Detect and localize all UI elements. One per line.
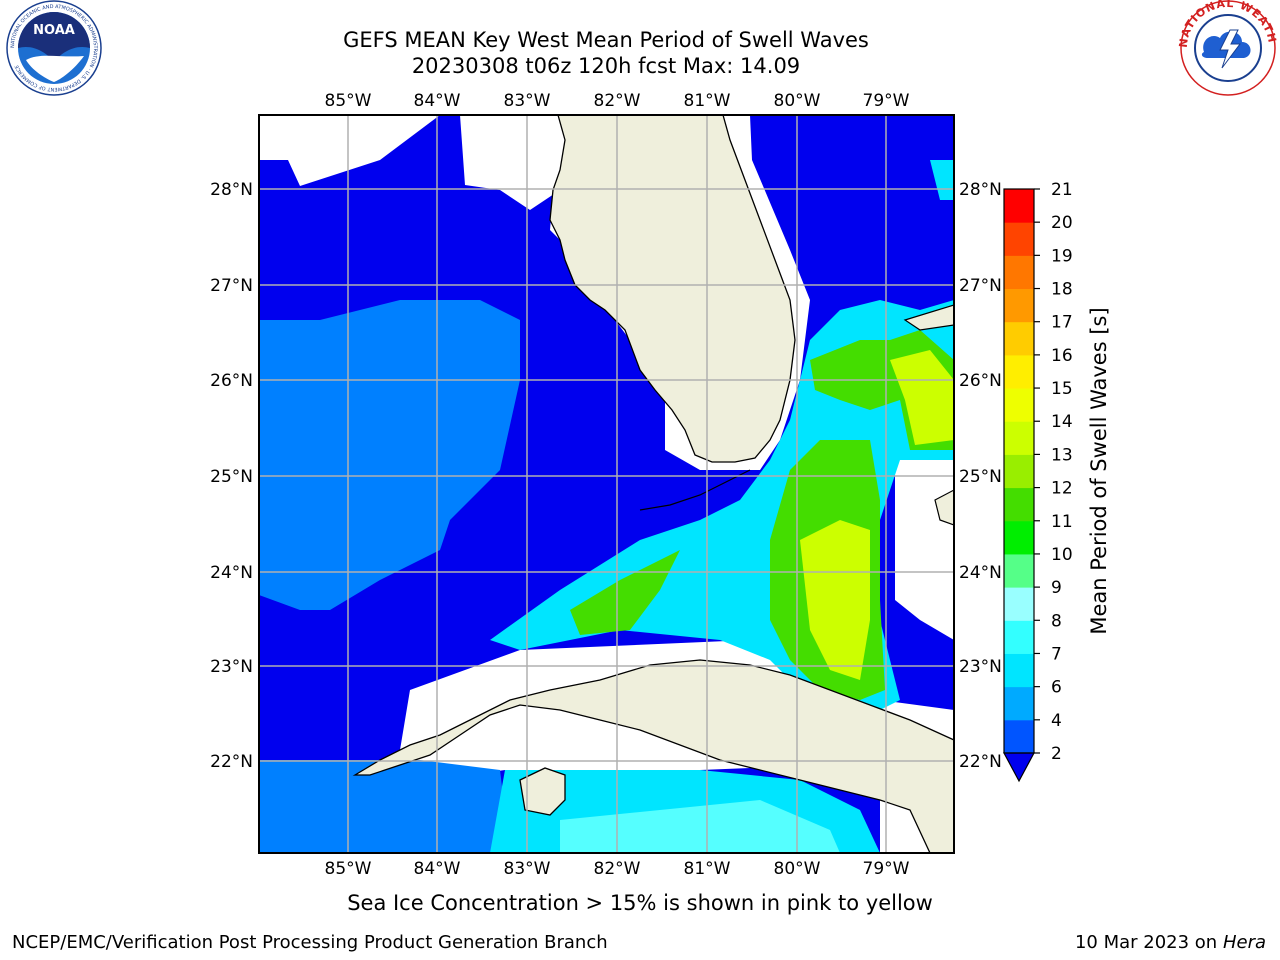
colorbar-segment: [1004, 587, 1034, 621]
land-grand-bahama: [903, 304, 954, 331]
colorbar-tick-label: 7: [1051, 644, 1062, 664]
credit-organization: NCEP/EMC/Verification Post Processing Pr…: [12, 932, 608, 953]
lat-label-left: 25°N: [210, 467, 253, 487]
colorbar-tick-label: 17: [1051, 313, 1073, 333]
noaa-logo-text: NOAA: [33, 23, 75, 38]
lat-label-right: 23°N: [959, 657, 1002, 677]
chart-subtitle: 20230308 t06z 120h fcst Max: 14.09: [411, 54, 801, 78]
lon-label-top: 85°W: [325, 91, 372, 111]
lat-label-right: 24°N: [959, 563, 1002, 583]
colorbar-segment: [1004, 487, 1034, 522]
colorbar-tick-label: 18: [1051, 280, 1073, 300]
colorbar-tick-label: 19: [1051, 246, 1073, 266]
colorbar-tick-label: 15: [1051, 379, 1073, 399]
map-grid: [259, 115, 954, 853]
no-data-region-n: [460, 115, 560, 210]
sea-ice-note: Sea Ice Concentration > 15% is shown in …: [347, 891, 933, 915]
swell-contour-6s-ne: [930, 160, 954, 200]
colorbar-tick-label: 9: [1051, 578, 1062, 598]
colorbar-tick-label: 16: [1051, 346, 1073, 366]
colorbar-tick-label: 21: [1051, 180, 1073, 200]
land-isla-juventud: [519, 767, 566, 816]
land-florida: [549, 115, 796, 463]
colorbar-tick-label: 20: [1051, 213, 1073, 233]
lon-label-top: 83°W: [504, 91, 551, 111]
lat-label-left: 26°N: [210, 371, 253, 391]
colorbar-title: Mean Period of Swell Waves [s]: [1087, 307, 1111, 634]
colorbar-tick-label: 2: [1051, 744, 1062, 764]
colorbar-segment: [1004, 553, 1034, 588]
swell-contour-7s-south: [560, 800, 840, 853]
lon-label-bottom: 84°W: [414, 859, 461, 879]
lat-label-left: 24°N: [210, 563, 253, 583]
colorbar-segment: [1004, 255, 1034, 290]
colorbar-segment: [1004, 719, 1034, 754]
noaa-logo-icon: NOAA NATIONAL OCEANIC AND ATMOSPHERIC AD…: [6, 0, 102, 96]
colorbar-segment: [1004, 620, 1034, 654]
colorbar-segment: [1004, 653, 1034, 688]
swell-contour-13s: [800, 520, 870, 680]
colorbar-tick-label: 11: [1051, 512, 1073, 532]
lon-label-top: 80°W: [774, 91, 821, 111]
chart-title: GEFS MEAN Key West Mean Period of Swell …: [343, 28, 869, 52]
colorbar-segment: [1004, 686, 1034, 721]
lon-label-top: 84°W: [414, 91, 461, 111]
no-data-region-nw: [259, 115, 440, 186]
colorbar-tick-label: 13: [1051, 445, 1073, 465]
nws-logo-text: NATIONAL WEATHER SERVICE: [0, 0, 1278, 48]
colorbar-segment: [1004, 321, 1034, 356]
svg-text:NATIONAL WEATHER SERVICE: NATIONAL WEATHER SERVICE: [0, 0, 1279, 48]
lat-label-left: 27°N: [210, 276, 253, 296]
lon-label-bottom: 79°W: [863, 859, 910, 879]
colorbar-segment: [1004, 388, 1034, 422]
colorbar-segment: [1004, 520, 1034, 555]
credit-date-text: 10 Mar 2023 on: [1074, 932, 1218, 953]
lon-label-bottom: 83°W: [504, 859, 551, 879]
land-andros: [934, 489, 954, 526]
lat-label-right: 28°N: [959, 180, 1002, 200]
colorbar-tick-label: 8: [1051, 611, 1062, 631]
nws-logo-icon: NATIONAL WEATHER SERVICE: [0, 0, 1279, 96]
lon-label-bottom: 81°W: [684, 859, 731, 879]
lat-label-left: 23°N: [210, 657, 253, 677]
lat-label-left: 28°N: [210, 180, 253, 200]
colorbar-tick-label: 4: [1051, 711, 1062, 731]
lon-label-top: 81°W: [684, 91, 731, 111]
colorbar-segment: [1004, 354, 1034, 389]
lat-label-left: 22°N: [210, 752, 253, 772]
colorbar-tick-label: 12: [1051, 479, 1073, 499]
colorbar-frame: [1003, 188, 1035, 754]
credit-machine: Hera: [1222, 932, 1266, 953]
lon-label-top: 79°W: [863, 91, 910, 111]
map-area: [259, 115, 954, 853]
colorbar-segment: [1004, 222, 1034, 256]
colorbar-segment: [1004, 454, 1034, 489]
lon-label-bottom: 80°W: [774, 859, 821, 879]
swell-contour-4s-gulf: [259, 300, 520, 610]
lat-label-right: 25°N: [959, 467, 1002, 487]
map-frame: [258, 114, 955, 854]
swell-contour-13s-ne: [890, 350, 954, 445]
colorbar-tick-label: 10: [1051, 545, 1073, 565]
swell-contour-4s-sw: [259, 760, 510, 853]
colorbar-segment: [1004, 189, 1034, 223]
lon-label-bottom: 82°W: [594, 859, 641, 879]
colorbar-tick-label: 6: [1051, 678, 1062, 698]
credit-date: 10 Mar 2023 on Hera: [1075, 932, 1266, 953]
lat-label-right: 22°N: [959, 752, 1002, 772]
colorbar-under-arrow: [1002, 752, 1036, 783]
colorbar-segment: [1004, 288, 1034, 323]
colorbar-segment: [1004, 421, 1034, 455]
land-cuba: [352, 659, 954, 853]
lon-label-top: 82°W: [594, 91, 641, 111]
lat-label-right: 26°N: [959, 371, 1002, 391]
lon-label-bottom: 85°W: [325, 859, 372, 879]
colorbar: 2 4 6 7 8 9 10 11 12 13 14 15 16 17 18 19 20 21: [1002, 180, 1073, 783]
lat-label-right: 27°N: [959, 276, 1002, 296]
colorbar-tick-label: 14: [1051, 412, 1073, 432]
